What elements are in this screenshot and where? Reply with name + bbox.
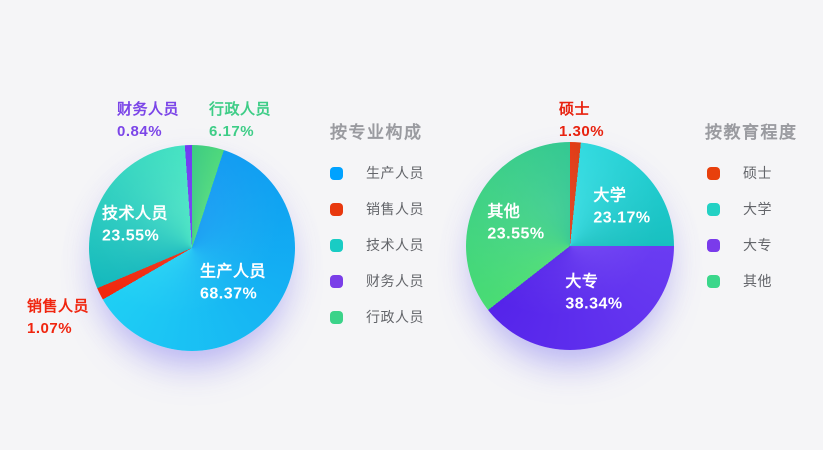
- legend-item-0-4[interactable]: 行政人员: [330, 309, 424, 325]
- pie-chart-education[interactable]: [466, 142, 674, 350]
- legend-item-label: 行政人员: [366, 309, 424, 325]
- legend-item-1-1[interactable]: 大学: [707, 201, 772, 217]
- legend-item-0-3[interactable]: 财务人员: [330, 273, 424, 289]
- legend-item-label: 大学: [743, 201, 772, 217]
- pie-inner-label: 大专 38.34%: [565, 273, 623, 312]
- legend-item-1-0[interactable]: 硕士: [707, 165, 772, 181]
- legend-item-0-1[interactable]: 销售人员: [330, 201, 424, 217]
- legend-swatch-icon: [330, 202, 343, 216]
- legend-swatch-icon: [707, 274, 720, 288]
- legend-item-label: 财务人员: [366, 273, 424, 289]
- legend-education: 硕士 大学 大专 其他: [707, 165, 772, 310]
- legend-item-label: 生产人员: [366, 165, 424, 181]
- legend-item-1-2[interactable]: 大专: [707, 237, 772, 253]
- pie-inner-label: 其他 23.55%: [487, 203, 545, 242]
- pie-outer-label: 行政人员 6.17%: [209, 101, 272, 140]
- pie-inner-label: 技术人员 23.55%: [101, 205, 169, 244]
- legend-swatch-icon: [707, 238, 720, 252]
- pie-inner-label: 大学 23.17%: [593, 187, 651, 226]
- legend-item-label: 其他: [743, 273, 772, 289]
- legend-item-0-0[interactable]: 生产人员: [330, 165, 424, 181]
- legend-swatch-icon: [330, 310, 343, 324]
- pie-inner-label: 生产人员 68.37%: [199, 263, 267, 302]
- pie-outer-label: 硕士 1.30%: [559, 101, 605, 140]
- legend-profession: 生产人员销售人员技术人员财务人员行政人员: [330, 165, 424, 346]
- pie-outer-label: 财务人员 0.84%: [117, 101, 180, 140]
- legend-item-label: 技术人员: [366, 237, 424, 253]
- pie-chart-profession[interactable]: [89, 145, 295, 351]
- legend-item-0-2[interactable]: 技术人员: [330, 237, 424, 253]
- legend-item-label: 大专: [743, 237, 772, 253]
- legend-swatch-icon: [707, 202, 720, 216]
- chart-title-profession: 按专业构成: [330, 123, 423, 142]
- legend-item-label: 销售人员: [366, 201, 424, 217]
- legend-swatch-icon: [330, 274, 343, 288]
- chart-title-education: 按教育程度: [705, 123, 798, 142]
- legend-item-1-3[interactable]: 其他: [707, 273, 772, 289]
- legend-swatch-icon: [707, 166, 720, 180]
- legend-swatch-icon: [330, 238, 343, 252]
- legend-item-label: 硕士: [743, 165, 772, 181]
- pie-outer-label: 销售人员 1.07%: [27, 298, 90, 337]
- legend-swatch-icon: [330, 166, 343, 180]
